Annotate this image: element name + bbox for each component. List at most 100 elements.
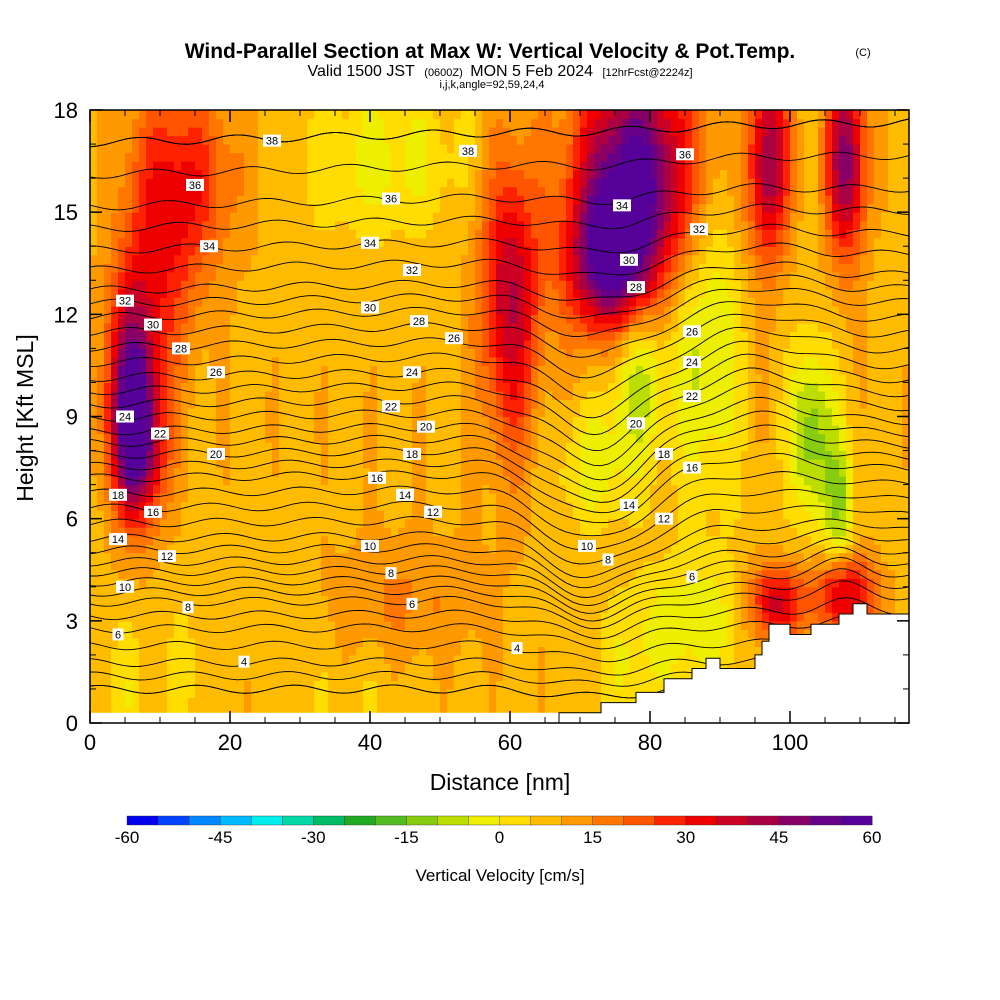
velocity-cell <box>139 493 147 503</box>
velocity-cell <box>419 535 427 545</box>
velocity-cell <box>419 637 427 647</box>
velocity-cell <box>272 450 280 460</box>
velocity-cell <box>461 637 469 647</box>
velocity-cell <box>559 110 567 120</box>
velocity-cell <box>300 169 308 179</box>
velocity-cell <box>356 646 364 656</box>
velocity-cell <box>328 254 336 264</box>
velocity-cell <box>398 152 406 162</box>
velocity-cell <box>146 169 154 179</box>
velocity-cell <box>174 407 182 418</box>
velocity-cell <box>111 203 119 213</box>
velocity-cell <box>230 467 238 477</box>
velocity-cell <box>559 322 567 332</box>
velocity-cell <box>174 442 182 452</box>
velocity-cell <box>139 518 147 528</box>
velocity-cell <box>300 195 308 205</box>
velocity-cell <box>279 416 287 426</box>
velocity-cell <box>139 637 147 647</box>
velocity-cell <box>559 135 567 145</box>
velocity-cell <box>216 263 224 273</box>
velocity-cell <box>265 501 273 511</box>
velocity-cell <box>223 348 231 358</box>
velocity-cell <box>391 280 399 290</box>
velocity-cell <box>209 705 217 716</box>
velocity-cell <box>426 705 434 716</box>
velocity-cell <box>307 688 315 699</box>
velocity-cell <box>440 688 448 699</box>
velocity-cell <box>349 705 357 716</box>
velocity-cell <box>405 620 413 630</box>
velocity-cell <box>202 578 210 588</box>
velocity-cell <box>244 467 252 477</box>
velocity-cell <box>146 118 154 128</box>
velocity-cell <box>132 161 140 171</box>
velocity-cell <box>314 271 322 281</box>
velocity-cell <box>90 697 98 707</box>
velocity-cell <box>90 186 98 196</box>
velocity-cell <box>125 288 133 298</box>
velocity-cell <box>153 629 161 639</box>
velocity-cell <box>363 680 371 690</box>
velocity-cell <box>251 569 259 579</box>
velocity-cell <box>468 484 476 494</box>
velocity-cell <box>216 569 224 579</box>
velocity-cell <box>566 246 574 256</box>
velocity-cell <box>174 356 182 367</box>
velocity-cell <box>398 169 406 179</box>
velocity-cell <box>160 254 168 264</box>
velocity-cell <box>132 612 140 622</box>
velocity-cell <box>391 297 399 307</box>
velocity-cell <box>538 637 546 647</box>
velocity-cell <box>160 263 168 273</box>
velocity-cell <box>195 654 203 664</box>
velocity-cell <box>349 271 357 281</box>
velocity-cell <box>146 237 154 247</box>
velocity-cell <box>111 620 119 630</box>
velocity-cell <box>524 637 532 647</box>
velocity-cell <box>342 127 350 137</box>
velocity-cell <box>489 680 497 690</box>
velocity-cell <box>279 620 287 630</box>
velocity-cell <box>174 144 182 154</box>
velocity-cell <box>293 459 301 469</box>
velocity-cell <box>433 229 441 239</box>
velocity-cell <box>216 382 224 392</box>
velocity-cell <box>461 169 469 179</box>
velocity-cell <box>384 161 392 171</box>
velocity-cell <box>405 416 413 426</box>
velocity-cell <box>111 476 119 486</box>
velocity-cell <box>195 620 203 630</box>
velocity-cell <box>216 254 224 264</box>
velocity-cell <box>391 365 399 375</box>
velocity-cell <box>349 671 357 682</box>
velocity-cell <box>384 450 392 460</box>
velocity-cell <box>363 612 371 622</box>
velocity-cell <box>230 305 238 315</box>
velocity-cell <box>223 237 231 247</box>
velocity-cell <box>272 254 280 264</box>
velocity-cell <box>118 697 126 707</box>
velocity-cell <box>447 203 455 213</box>
velocity-cell <box>524 339 532 349</box>
velocity-cell <box>552 169 560 179</box>
velocity-cell <box>363 467 371 477</box>
velocity-cell <box>244 212 252 222</box>
velocity-cell <box>300 135 308 145</box>
velocity-cell <box>167 229 175 239</box>
velocity-cell <box>538 442 546 452</box>
velocity-cell <box>496 425 504 435</box>
velocity-cell <box>461 297 469 307</box>
velocity-cell <box>202 229 210 239</box>
velocity-cell <box>272 399 280 409</box>
velocity-cell <box>132 382 140 392</box>
velocity-cell <box>111 603 119 613</box>
velocity-cell <box>272 663 280 673</box>
velocity-cell <box>405 348 413 358</box>
velocity-cell <box>160 288 168 298</box>
velocity-cell <box>104 688 112 699</box>
velocity-cell <box>293 161 301 171</box>
velocity-cell <box>496 246 504 256</box>
velocity-cell <box>244 407 252 418</box>
velocity-cell <box>209 135 217 145</box>
